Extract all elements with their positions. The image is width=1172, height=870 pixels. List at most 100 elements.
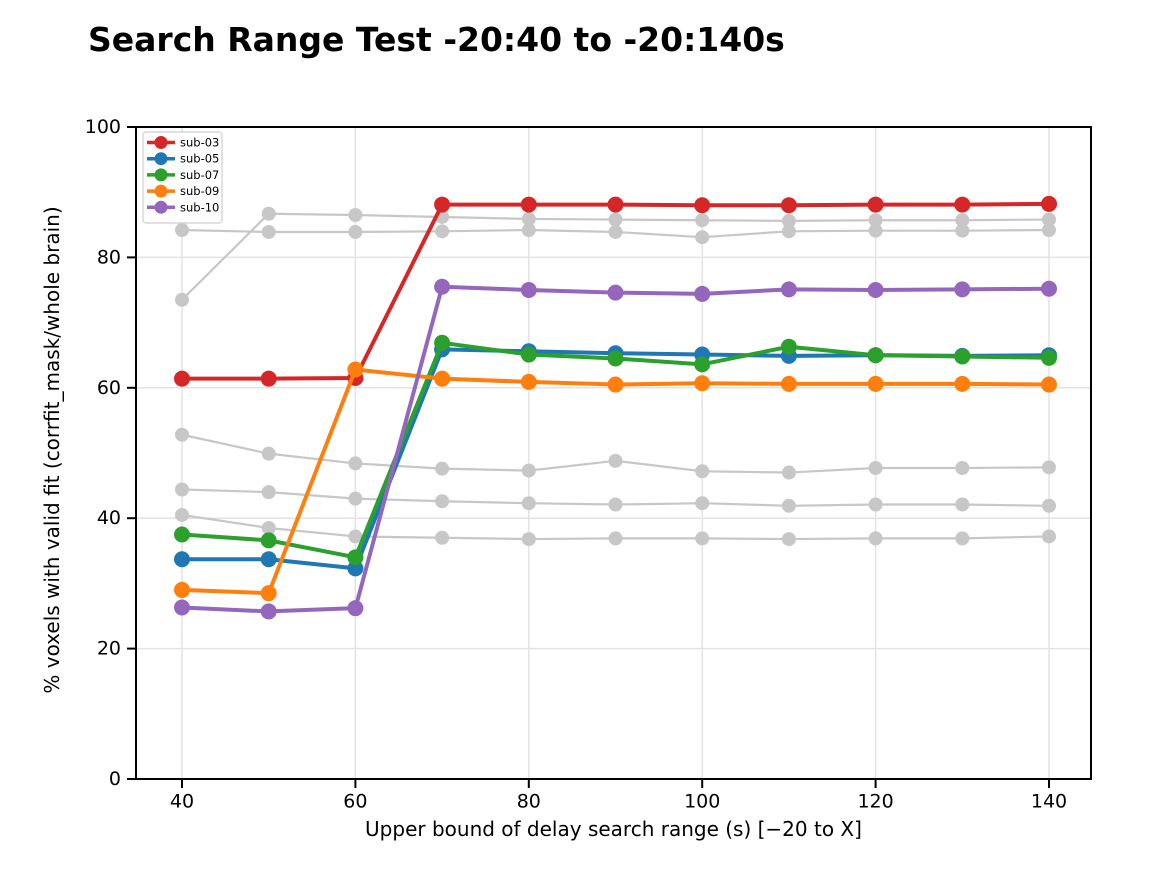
series-unlabeled-gray-4-marker <box>955 497 970 512</box>
series-sub-09-marker <box>434 370 451 387</box>
series-unlabeled-gray-1-marker <box>781 213 796 228</box>
series-unlabeled-gray-1-marker <box>695 213 710 228</box>
series-sub-03-marker <box>434 196 451 213</box>
series-sub-07-marker <box>520 346 537 363</box>
series-unlabeled-gray-4-marker <box>695 496 710 511</box>
series-unlabeled-gray-3-marker <box>348 456 363 471</box>
series-sub-07-marker <box>607 350 624 367</box>
series-unlabeled-gray-5-marker <box>781 532 796 547</box>
series-unlabeled-gray-4-marker <box>348 491 363 506</box>
series-unlabeled-gray-5-marker <box>261 520 276 535</box>
series-sub-07-marker <box>867 347 884 364</box>
series-unlabeled-gray-4-marker <box>261 485 276 500</box>
series-sub-03-marker <box>520 196 537 213</box>
series-unlabeled-gray-3-marker <box>955 460 970 475</box>
series-sub-09-marker <box>520 373 537 390</box>
x-tick-label: 60 <box>343 791 367 813</box>
series-unlabeled-gray-2-marker <box>781 224 796 239</box>
series-sub-09-marker <box>694 375 711 392</box>
series-unlabeled-gray-4-marker <box>175 482 189 497</box>
series-unlabeled-gray-1-marker <box>955 213 970 228</box>
series-unlabeled-gray-4-marker <box>521 496 536 511</box>
series-sub-09-marker <box>954 375 971 392</box>
series-sub-09-marker <box>260 585 277 602</box>
series-sub-10-marker <box>1041 280 1057 297</box>
series-unlabeled-gray-2-marker <box>868 223 883 238</box>
series-sub-05-marker <box>347 560 364 577</box>
series-sub-03-marker <box>867 196 884 213</box>
series-unlabeled-gray-5-marker <box>435 530 450 545</box>
series-sub-07-marker <box>434 334 451 351</box>
series-sub-07-marker <box>347 549 364 566</box>
series-unlabeled-gray-1-marker <box>521 211 536 226</box>
series-unlabeled-gray-3-marker <box>435 461 450 476</box>
series-unlabeled-gray-2-marker <box>955 223 970 238</box>
series-sub-09-marker <box>780 375 797 392</box>
series-unlabeled-gray-3-marker <box>608 453 623 468</box>
y-tick-label: 100 <box>85 116 121 138</box>
series-sub-10-marker <box>694 285 711 302</box>
series-unlabeled-gray-3-marker <box>1042 460 1056 475</box>
series-sub-09-marker <box>867 375 884 392</box>
series-sub-07-marker <box>174 526 190 543</box>
series-unlabeled-gray-3-marker <box>521 463 536 478</box>
y-tick-label: 60 <box>97 377 121 399</box>
series-sub-10-marker <box>954 281 971 298</box>
x-tick-label: 80 <box>517 791 541 813</box>
series-sub-05-marker <box>260 551 277 568</box>
series-unlabeled-gray-1-marker <box>1042 212 1056 227</box>
legend-marker-sample <box>154 136 168 149</box>
series-unlabeled-gray-3-marker <box>695 464 710 479</box>
series-unlabeled-gray-2-marker <box>261 224 276 239</box>
series-sub-03-marker <box>954 196 971 213</box>
series-unlabeled-gray-1-marker <box>868 213 883 228</box>
series-unlabeled-gray-3-marker <box>261 446 276 461</box>
series-sub-07-marker <box>1041 349 1057 366</box>
series-unlabeled-gray-1-marker <box>348 208 363 223</box>
series-unlabeled-gray-4-marker <box>781 498 796 513</box>
series-unlabeled-gray-5-marker <box>955 531 970 546</box>
series-sub-10-marker <box>434 278 451 295</box>
series-sub-10-marker <box>607 284 624 301</box>
series-sub-03-marker <box>607 196 624 213</box>
series-unlabeled-gray-1-marker <box>175 292 189 307</box>
series-unlabeled-gray-2-marker <box>695 230 710 245</box>
y-tick-label: 80 <box>97 246 121 268</box>
series-sub-07-line <box>180 340 1051 560</box>
series-unlabeled-gray-5-marker <box>175 507 189 522</box>
x-axis-label: Upper bound of delay search range (s) [−… <box>365 817 862 841</box>
series-sub-03-marker <box>780 197 797 214</box>
series-sub-03-marker <box>694 197 711 214</box>
series-sub-09-line <box>180 367 1051 596</box>
series-sub-09-marker <box>174 581 190 598</box>
series-unlabeled-gray-5-marker <box>521 532 536 547</box>
series-unlabeled-gray-4-marker <box>1042 498 1056 513</box>
series-sub-10-marker <box>520 282 537 298</box>
x-tick-label: 100 <box>684 791 720 813</box>
series-unlabeled-gray-4-marker <box>435 494 450 509</box>
legend-marker-sample <box>154 168 168 182</box>
series-sub-10-marker <box>260 603 277 620</box>
series-sub-07-marker <box>694 356 711 373</box>
series-unlabeled-gray-2-marker <box>608 224 623 239</box>
series-unlabeled-gray-3-marker <box>175 427 189 442</box>
y-tick-label: 40 <box>97 507 121 529</box>
series-unlabeled-gray-1-marker <box>608 212 623 227</box>
series-unlabeled-gray-5-marker <box>695 531 710 546</box>
legend-entry-sub-09: sub-09 <box>180 184 219 198</box>
series-unlabeled-gray-5-marker <box>868 531 883 546</box>
series-sub-10-marker <box>347 600 364 617</box>
series-unlabeled-gray-5-marker <box>608 531 623 546</box>
series-unlabeled-gray-5-marker <box>348 529 363 544</box>
series-sub-07-marker <box>260 532 277 549</box>
legend-entry-sub-10: sub-10 <box>180 200 219 214</box>
series-unlabeled-gray-1-marker <box>261 206 276 221</box>
legend-entry-sub-03: sub-03 <box>180 136 219 150</box>
y-tick-label: 0 <box>109 768 121 790</box>
series-sub-05-marker <box>174 551 190 568</box>
series-unlabeled-gray-4-marker <box>868 497 883 512</box>
chart-title: Search Range Test -20:40 to -20:140s <box>88 20 785 59</box>
series-unlabeled-gray-4-marker <box>608 497 623 512</box>
